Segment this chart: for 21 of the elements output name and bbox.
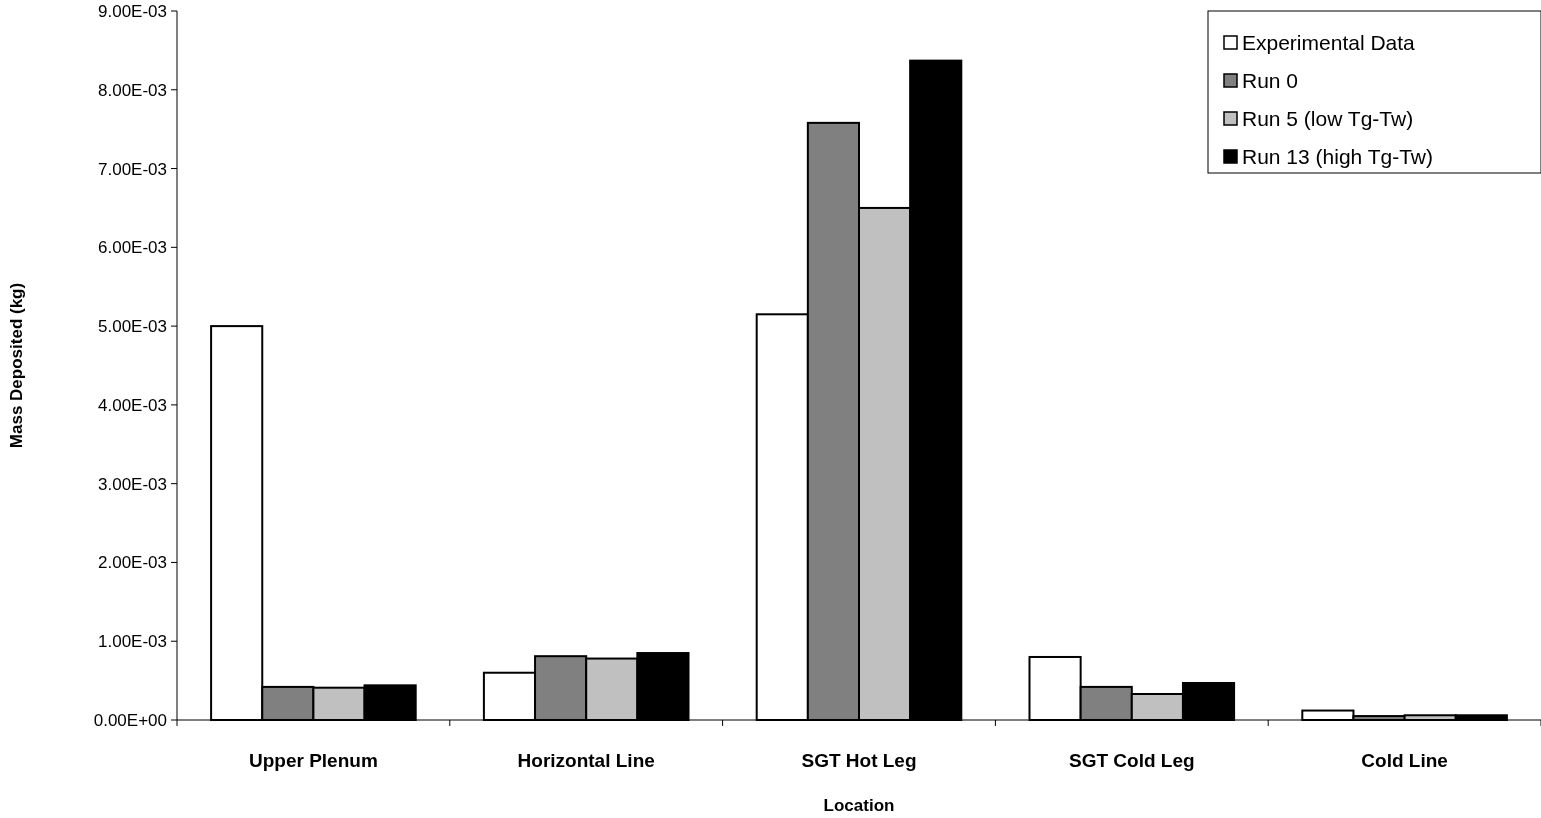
x-tick-label: Upper Plenum (248, 750, 378, 771)
y-tick-label: 8.00E-03 (98, 80, 167, 100)
y-axis-title: Mass Deposited (kg) (7, 282, 26, 449)
y-tick-label: 6.00E-03 (98, 238, 167, 258)
y-tick-label: 5.00E-03 (98, 317, 167, 337)
y-tick-label: 9.00E-03 (98, 1, 167, 21)
legend-label: Experimental Data (1242, 31, 1416, 55)
y-tick-label: 1.00E-03 (98, 632, 167, 652)
x-tick-label: Cold Line (1361, 750, 1448, 771)
legend-label: Run 13 (high Tg-Tw) (1242, 145, 1434, 169)
x-tick-label: SGT Hot Leg (801, 750, 917, 771)
y-tick-label: 2.00E-03 (98, 553, 167, 573)
x-axis-title: Location (823, 796, 895, 815)
y-tick-label: 4.00E-03 (98, 395, 167, 415)
y-tick-label: 3.00E-03 (98, 474, 167, 494)
x-tick-label: SGT Cold Leg (1069, 750, 1195, 771)
y-tick-label: 7.00E-03 (98, 159, 167, 179)
y-tick-label: 0.00E+00 (93, 710, 167, 730)
legend-label: Run 0 (1242, 69, 1299, 93)
x-tick-label: Horizontal Line (517, 750, 655, 771)
legend-label: Run 5 (low Tg-Tw) (1242, 107, 1414, 131)
